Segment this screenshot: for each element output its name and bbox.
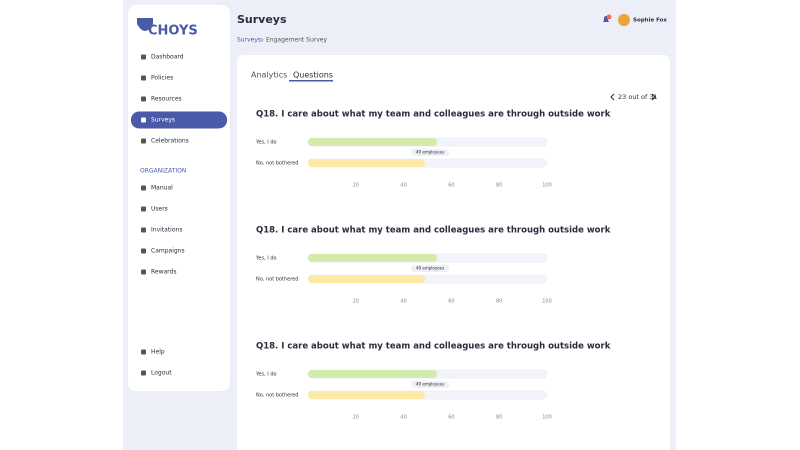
prev-page[interactable] (610, 93, 615, 101)
main-card (237, 55, 670, 450)
bar (308, 159, 426, 167)
x-tick-label: 20 (353, 299, 359, 305)
breadcrumb-link[interactable]: Surveys (237, 37, 261, 44)
tab-active[interactable]: Questions (293, 71, 333, 80)
tooltip-bg (411, 149, 450, 156)
tooltip-bg (411, 265, 450, 272)
nav-item[interactable]: Resources (151, 96, 182, 103)
nav-icon (141, 75, 146, 81)
nav-icon (141, 138, 146, 144)
nav-item[interactable]: Campaigns (151, 248, 185, 255)
nav-item[interactable]: Policies (151, 75, 173, 82)
badge (606, 14, 612, 20)
x-tick-label: 100 (542, 299, 552, 305)
x-tick-label: 60 (448, 415, 454, 421)
question-title: Q18. I care about what my team and colle… (256, 226, 611, 236)
x-tick-label: 40 (400, 415, 406, 421)
category-label: Yes, I do (255, 372, 277, 378)
x-tick-label: 100 (542, 415, 552, 421)
nav-item[interactable]: Manual (151, 185, 173, 192)
value-label: 49 employees (416, 382, 444, 387)
nav-item[interactable]: Celebrations (151, 138, 189, 145)
nav-item[interactable]: Rewards (151, 269, 176, 276)
value-label: 49 employees (416, 150, 444, 155)
bar (308, 254, 438, 262)
category-label: Yes, I do (255, 140, 277, 146)
nav-icon (141, 54, 146, 60)
bar (308, 275, 426, 283)
x-tick-label: 80 (496, 183, 502, 189)
page-title: Surveys (237, 13, 287, 26)
x-tick-label: 60 (448, 183, 454, 189)
nav-item[interactable]: Invitations (151, 227, 182, 234)
brand: CHOYS (148, 24, 198, 39)
section-label: ORGANIZATION (140, 168, 186, 175)
question-title: Q18. I care about what my team and colle… (256, 342, 611, 352)
nav-icon (141, 248, 146, 254)
nav-active (131, 111, 227, 129)
avatar[interactable] (618, 14, 630, 26)
bar (308, 370, 438, 378)
nav-icon (141, 349, 146, 355)
question-title: Q18. I care about what my team and colle… (256, 110, 611, 120)
x-tick-label: 40 (400, 183, 406, 189)
breadcrumb-sep (260, 37, 264, 43)
nav-item[interactable]: Help (151, 349, 165, 356)
value-label: 49 employees (416, 266, 444, 271)
x-tick-label: 20 (353, 415, 359, 421)
tab-underline (289, 80, 333, 82)
category-label: No, not bothered (256, 393, 298, 399)
category-label: No, not bothered (256, 277, 298, 283)
nav-icon (141, 370, 146, 376)
tab[interactable]: Analytics (251, 71, 287, 80)
next-page[interactable] (651, 93, 656, 101)
nav-icon (141, 227, 146, 233)
x-tick-label: 40 (400, 299, 406, 305)
x-tick-label: 60 (448, 299, 454, 305)
nav-icon (141, 96, 146, 102)
nav-icon (141, 269, 146, 275)
user-name: Sophie Fox (633, 18, 667, 24)
nav-icon (141, 206, 146, 212)
pagination: 23 out of 31 (618, 93, 658, 101)
breadcrumb-current: Engagement Survey (266, 37, 327, 44)
nav-item[interactable]: Users (151, 206, 168, 213)
x-tick-label: 80 (496, 299, 502, 305)
x-tick-label: 20 (353, 183, 359, 189)
nav-item[interactable]: Dashboard (151, 54, 184, 61)
logo-icon (137, 18, 153, 31)
category-label: No, not bothered (256, 161, 298, 167)
nav-icon (141, 185, 146, 191)
category-label: Yes, I do (255, 256, 277, 262)
x-tick-label: 100 (542, 183, 552, 189)
bar (308, 391, 426, 399)
nav-icon (141, 117, 146, 123)
x-tick-label: 80 (496, 415, 502, 421)
nav-item[interactable]: Logout (151, 370, 172, 377)
tooltip-bg (411, 381, 450, 388)
sidebar (128, 5, 230, 391)
bar (308, 138, 438, 146)
nav-item[interactable]: Surveys (151, 117, 175, 124)
